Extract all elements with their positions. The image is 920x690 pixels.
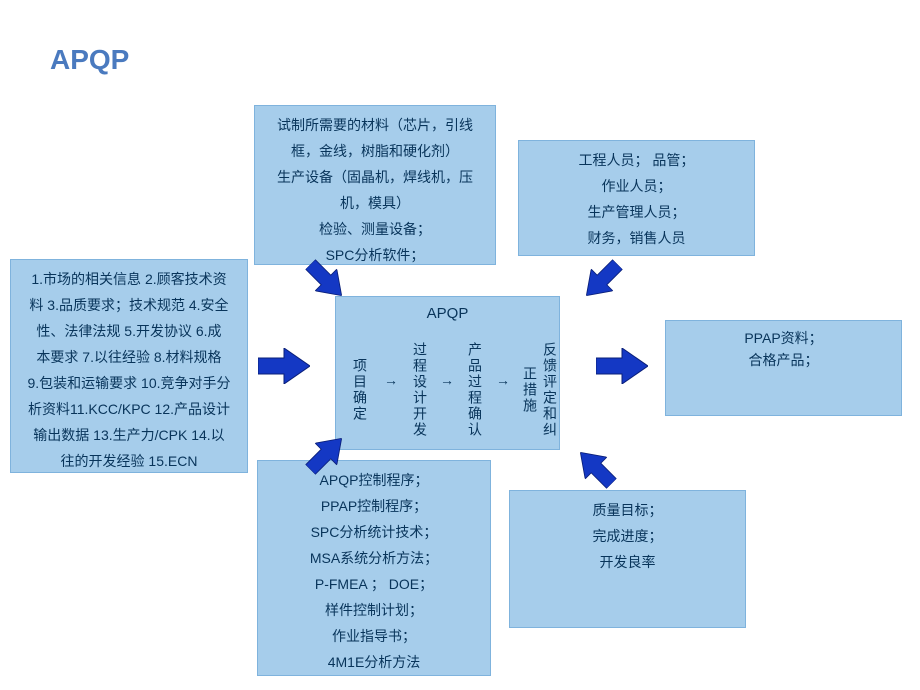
text-line: 完成进度； [514, 523, 741, 549]
inner-arrow-icon: → [440, 372, 454, 388]
text-line: P-FMEA ； DOE； [262, 571, 486, 597]
arrow-center-to-right [596, 348, 648, 384]
box-inputs: 1.市场的相关信息 2.顾客技术资 料 3.品质要求；技术规范 4.安全 性、法… [10, 259, 248, 473]
center-col-3: 产品过程确认 [465, 340, 485, 440]
text-line: 料 3.品质要求；技术规范 4.安全 [15, 292, 243, 318]
text-line: 作业人员； [523, 173, 750, 199]
text-line: SPC分析统计技术； [262, 519, 486, 545]
page-title: APQP [50, 44, 129, 76]
text-line: PPAP资料； [670, 327, 897, 349]
text-line: PPAP控制程序； [262, 493, 486, 519]
text-line: APQP控制程序； [262, 467, 486, 493]
arrow-bottomright-to-center [570, 442, 623, 495]
inner-arrow-icon: → [384, 372, 398, 388]
center-col-2: 过程设计开发 [410, 340, 430, 440]
text-line: 9.包装和运输要求 10.竞争对手分 [15, 370, 243, 396]
text-line: 检验、测量设备； [259, 216, 491, 242]
text-line: 性、法律法规 5.开发协议 6.成 [15, 318, 243, 344]
text-line: 作业指导书； [262, 623, 486, 649]
arrow-topright-to-center [576, 254, 629, 307]
inner-arrow-icon: → [496, 372, 510, 388]
text-line: 析资料11.KCC/KPC 12.产品设计 [15, 396, 243, 422]
box-methods: APQP控制程序； PPAP控制程序； SPC分析统计技术； MSA系统分析方法… [257, 460, 491, 676]
box-materials: 试制所需要的材料（芯片，引线 框，金线，树脂和硬化剂） 生产设备（固晶机，焊线机… [254, 105, 496, 265]
center-title: APQP [336, 305, 559, 322]
diagram-stage: APQP 1.市场的相关信息 2.顾客技术资 料 3.品质要求；技术规范 4.安… [0, 0, 920, 690]
text-line: 试制所需要的材料（芯片，引线 [259, 112, 491, 138]
text-line: 合格产品； [670, 349, 897, 371]
text-line: 样件控制计划； [262, 597, 486, 623]
text-line: 机，模具） [259, 190, 491, 216]
arrow-left-to-center [258, 348, 310, 384]
center-col-4: 反馈评定和纠正措施 [520, 340, 560, 440]
text-line: 4M1E分析方法 [262, 649, 486, 675]
text-line: MSA系统分析方法； [262, 545, 486, 571]
text-line: 生产管理人员； [523, 199, 750, 225]
box-targets: 质量目标； 完成进度； 开发良率 [509, 490, 746, 628]
text-line: SPC分析软件； [259, 242, 491, 268]
text-line: 开发良率 [514, 549, 741, 575]
text-line: 生产设备（固晶机，焊线机，压 [259, 164, 491, 190]
text-line: 往的开发经验 15.ECN [15, 448, 243, 474]
text-line: 输出数据 13.生产力/CPK 14.以 [15, 422, 243, 448]
box-personnel: 工程人员； 品管； 作业人员； 生产管理人员； 财务，销售人员 [518, 140, 755, 256]
text-line: 财务，销售人员 [523, 225, 750, 251]
text-line: 本要求 7.以往经验 8.材料规格 [15, 344, 243, 370]
text-line: 工程人员； 品管； [523, 147, 750, 173]
center-col-1: 项目确定 [350, 340, 370, 440]
text-line: 框，金线，树脂和硬化剂） [259, 138, 491, 164]
box-outputs: PPAP资料； 合格产品； [665, 320, 902, 416]
text-line: 1.市场的相关信息 2.顾客技术资 [15, 266, 243, 292]
text-line: 质量目标； [514, 497, 741, 523]
